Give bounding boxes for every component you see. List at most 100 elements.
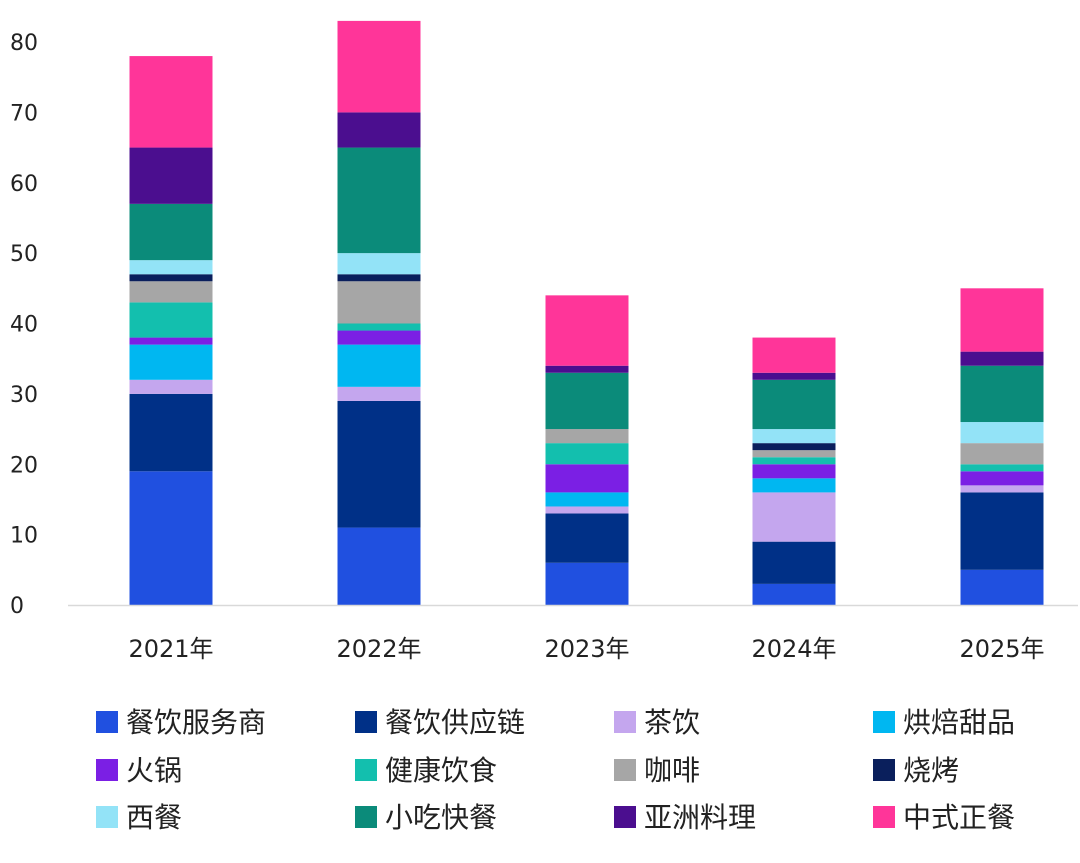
bar-segment (337, 330, 421, 345)
legend-item: 西餐 (96, 801, 182, 834)
y-tick-label: 80 (10, 31, 38, 56)
x-tick-label: 2021年 (128, 635, 213, 663)
bar-segment (752, 429, 836, 444)
bar-segment (129, 203, 213, 261)
legend-swatch (96, 759, 118, 781)
plot-area (129, 20, 1044, 605)
legend-swatch (355, 759, 377, 781)
bar-segment (752, 457, 836, 465)
legend-item: 健康饮食 (355, 754, 497, 787)
bar-segment (337, 112, 421, 148)
legend-item: 茶饮 (614, 706, 700, 739)
bar-segment (545, 562, 629, 605)
bar-segment (545, 443, 629, 465)
bar-segment (752, 464, 836, 479)
legend-label: 茶饮 (644, 706, 700, 739)
bar-segment (337, 147, 421, 254)
bar-segment (960, 485, 1044, 493)
legend-label: 健康饮食 (385, 754, 497, 787)
x-tick-label: 2023年 (544, 635, 629, 663)
bar-segment (545, 506, 629, 514)
y-tick-label: 40 (10, 313, 38, 338)
bar-segment (545, 513, 629, 563)
x-tick-label: 2025年 (959, 635, 1044, 663)
legend-label: 火锅 (126, 754, 182, 787)
bar-segment (545, 295, 629, 366)
legend-label: 烧烤 (903, 754, 959, 787)
x-axis: 2021年 2022年 2023年 2024年 2025年 (128, 635, 1044, 663)
bar-segment (129, 302, 213, 338)
bar-segment (129, 379, 213, 394)
legend-label: 咖啡 (644, 754, 700, 787)
legend-swatch (96, 711, 118, 733)
bar-segment (960, 422, 1044, 444)
legend-label: 中式正餐 (903, 801, 1015, 834)
bar-segment (129, 393, 213, 472)
bar-segment (129, 471, 213, 605)
legend-swatch (614, 759, 636, 781)
bar-segment (752, 337, 836, 373)
bar-segment (337, 386, 421, 401)
y-tick-label: 30 (10, 383, 38, 408)
legend-label: 西餐 (126, 801, 182, 834)
bar-segment (545, 492, 629, 507)
bar-segment (960, 443, 1044, 465)
legend-item: 餐饮供应链 (355, 706, 525, 739)
bar-segment (752, 583, 836, 605)
legend-label: 餐饮服务商 (126, 706, 266, 739)
legend-label: 烘焙甜品 (903, 706, 1015, 739)
legend-swatch (873, 806, 895, 828)
legend-swatch (614, 806, 636, 828)
legend-swatch (96, 806, 118, 828)
bar-segment (129, 281, 213, 303)
legend-item: 亚洲料理 (614, 801, 756, 834)
legend-swatch (873, 711, 895, 733)
bar-segment (337, 20, 421, 113)
bar-segment (752, 492, 836, 542)
bar-segment (545, 429, 629, 444)
bar-segment (129, 344, 213, 380)
bar-segment (960, 464, 1044, 472)
legend-item: 烧烤 (873, 754, 959, 787)
legend-swatch (873, 759, 895, 781)
legend-label: 小吃快餐 (385, 801, 497, 834)
bar-segment (752, 478, 836, 493)
legend-item: 小吃快餐 (355, 801, 497, 834)
y-tick-label: 60 (10, 172, 38, 197)
bar-segment (960, 365, 1044, 423)
legend-label: 亚洲料理 (644, 801, 756, 834)
bar-segment (129, 260, 213, 275)
legend-label: 餐饮供应链 (385, 706, 525, 739)
bar-segment (960, 351, 1044, 366)
bar-segment (960, 492, 1044, 570)
x-tick-label: 2024年 (751, 635, 836, 663)
legend-item: 烘焙甜品 (873, 706, 1015, 739)
legend-item: 餐饮服务商 (96, 706, 266, 739)
bar-segment (129, 337, 213, 345)
bar-segment (960, 471, 1044, 486)
bar-segment (337, 253, 421, 275)
y-axis: 0 10 20 30 40 50 60 70 80 (10, 31, 38, 619)
x-tick-label: 2022年 (336, 635, 421, 663)
bar-segment (545, 464, 629, 493)
bar-segment (337, 527, 421, 605)
bar-segment (337, 344, 421, 387)
legend-swatch (355, 711, 377, 733)
bar-segment (337, 274, 421, 282)
bar-segment (752, 372, 836, 380)
y-tick-label: 70 (10, 101, 38, 126)
bar-segment (752, 541, 836, 584)
bar-segment (545, 372, 629, 430)
y-tick-label: 10 (10, 524, 38, 549)
bar-segment (960, 288, 1044, 352)
bar-segment (752, 450, 836, 458)
bar-segment (337, 400, 421, 528)
bar-segment (337, 281, 421, 324)
bar-segment (129, 147, 213, 204)
y-tick-label: 50 (10, 242, 38, 267)
bar-segment (752, 443, 836, 451)
bar-segment (545, 365, 629, 373)
legend-swatch (355, 806, 377, 828)
